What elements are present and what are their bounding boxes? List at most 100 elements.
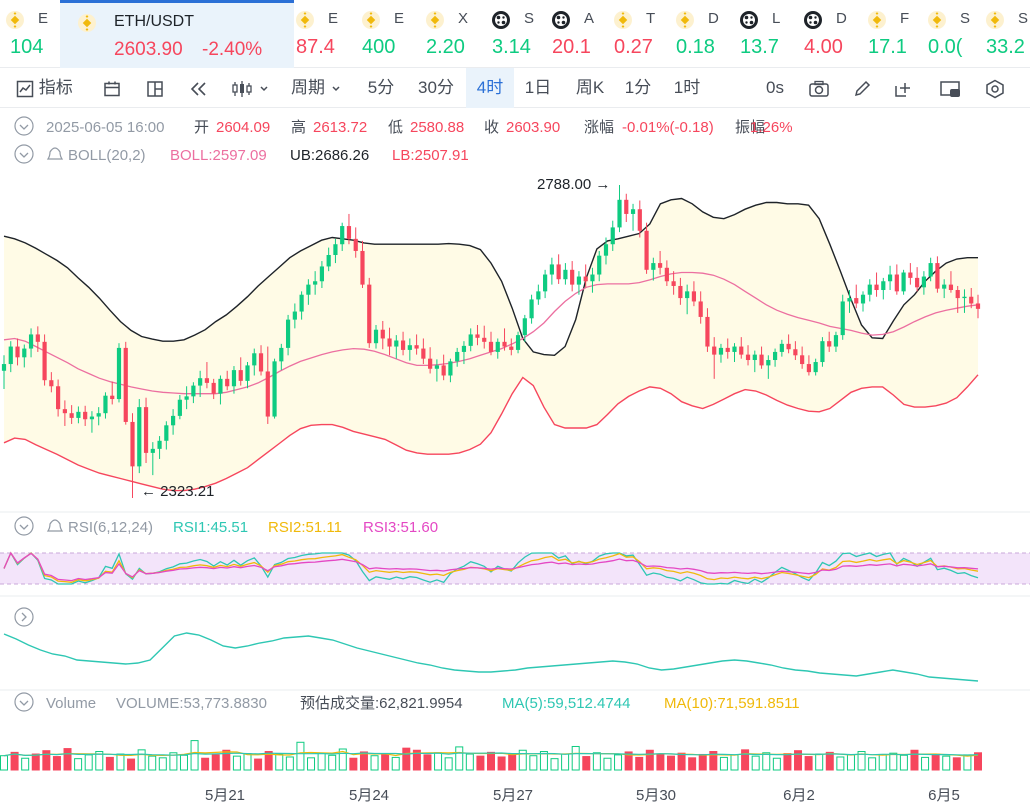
volume-bar	[561, 753, 570, 771]
candle-body	[881, 281, 886, 291]
ticker-price: 104	[10, 36, 44, 58]
candle-body	[407, 345, 412, 350]
ticker-item[interactable]: E 104	[6, 0, 60, 68]
candle-body	[874, 284, 879, 291]
volume-bar	[931, 753, 940, 771]
replay-button[interactable]	[189, 68, 209, 108]
ticker-item[interactable]: A 20.1	[552, 0, 614, 68]
split-layout-button[interactable]	[146, 68, 164, 108]
candle	[515, 331, 521, 354]
candle	[901, 269, 906, 295]
ticker-item[interactable]: X 2.20	[426, 0, 492, 68]
candle-body	[22, 348, 27, 358]
ticker-item[interactable]: L 13.7	[740, 0, 804, 68]
candle-body	[299, 294, 304, 312]
candle-body	[448, 361, 453, 376]
interval-tab[interactable]: 1时	[673, 78, 701, 97]
volume-bar	[592, 752, 601, 771]
volume-bar	[677, 752, 686, 771]
candle	[83, 405, 88, 426]
period-label: 周期	[291, 78, 325, 97]
candle	[177, 395, 182, 420]
candle-body	[962, 296, 967, 299]
candle	[793, 341, 798, 361]
candle	[333, 238, 338, 264]
candle-body	[394, 340, 399, 347]
ticker-symbol: F	[900, 10, 910, 27]
ticker-symbol: L	[772, 10, 781, 27]
ohlc-header-part: 2604.09	[216, 119, 270, 136]
ticker-item[interactable]: F 17.1	[868, 0, 928, 68]
candle-body	[157, 440, 162, 449]
screenshot-button[interactable]	[808, 68, 830, 108]
candle-body	[238, 370, 243, 381]
candle	[786, 334, 791, 354]
ticker-item-active[interactable]: ETH/USDT 2603.90 -2.40%	[60, 0, 294, 68]
bell-alert-icon[interactable]	[46, 519, 64, 532]
interval-tab[interactable]: 30分	[418, 78, 454, 97]
volume-ma10-line	[3, 752, 979, 757]
interval-tab[interactable]: 1分	[624, 78, 652, 97]
ticker-item[interactable]: T 0.27	[614, 0, 676, 68]
candle-body	[306, 284, 311, 295]
volume-bar	[455, 746, 464, 771]
indicators-button[interactable]: 指标	[16, 68, 73, 108]
ticker-item[interactable]: E 87.4	[296, 0, 362, 68]
candle-body	[705, 316, 710, 347]
chart-type-button[interactable]	[231, 68, 270, 108]
settings-button[interactable]	[984, 68, 1006, 108]
ticker-item[interactable]: S 33.2	[986, 0, 1030, 68]
candle-body	[847, 298, 852, 302]
candle-body	[495, 341, 500, 352]
bell-alert-icon[interactable]	[46, 147, 64, 160]
candle	[252, 348, 257, 376]
ticker-item[interactable]: S 3.14	[492, 0, 552, 68]
interval-tab[interactable]: 5分	[367, 78, 395, 97]
candle	[110, 381, 115, 405]
candle-body	[373, 329, 379, 344]
layout-button[interactable]	[103, 68, 121, 108]
expand-pane-icon[interactable]	[14, 607, 34, 627]
volume-bar	[836, 756, 845, 771]
candle-body	[813, 362, 818, 373]
volume-bar	[179, 754, 188, 771]
add-chart-button[interactable]	[893, 68, 913, 108]
ticker-item[interactable]: D 4.00	[804, 0, 868, 68]
trading-chart[interactable]: 2788.00 → ← 2323.21 2025-06-05 16:00 开 2604.…	[0, 108, 1030, 808]
candle	[806, 355, 811, 376]
draw-button[interactable]	[852, 68, 872, 108]
layout-switch-button[interactable]	[939, 68, 963, 108]
candle	[603, 237, 609, 265]
period-dropdown[interactable]: 周期	[291, 68, 342, 108]
candle-body	[387, 338, 392, 347]
eye-toggle-icon[interactable]	[14, 692, 34, 712]
candle	[157, 436, 162, 459]
price-min-label: ← 2323.21	[141, 483, 214, 500]
volume-bar	[751, 755, 760, 771]
ticker-item[interactable]: D 0.18	[676, 0, 740, 68]
ticker-item[interactable]: E 400	[362, 0, 426, 68]
eye-toggle-icon[interactable]	[14, 116, 34, 136]
candle-body	[827, 341, 832, 347]
eye-toggle-icon[interactable]	[14, 144, 34, 164]
chart-toolbar: 指标 周期 5分 30分 4时 1日 周K 1分 1时 0s	[0, 68, 1030, 108]
candle	[658, 250, 663, 275]
interval-tab[interactable]: 4时	[466, 68, 514, 108]
candle-body	[894, 274, 899, 292]
add-plus-icon	[895, 82, 910, 97]
candle-body	[840, 301, 845, 336]
candle-body	[35, 334, 40, 342]
interval-tab[interactable]: 1日	[524, 78, 552, 97]
countdown-label: 0s	[766, 78, 784, 97]
ticker-item[interactable]: S 0.0(	[928, 0, 986, 68]
candle	[245, 362, 250, 389]
ticker-price: 20.1	[552, 36, 591, 58]
candle	[461, 341, 467, 365]
candle-body	[211, 382, 216, 394]
ohlc-header-part: -0.01%(-0.18)	[622, 119, 714, 136]
boll-lb-line	[3, 374, 979, 492]
candle	[225, 370, 230, 391]
candle	[387, 327, 392, 356]
interval-tab[interactable]: 周K	[575, 78, 605, 97]
eye-toggle-icon[interactable]	[14, 516, 34, 536]
